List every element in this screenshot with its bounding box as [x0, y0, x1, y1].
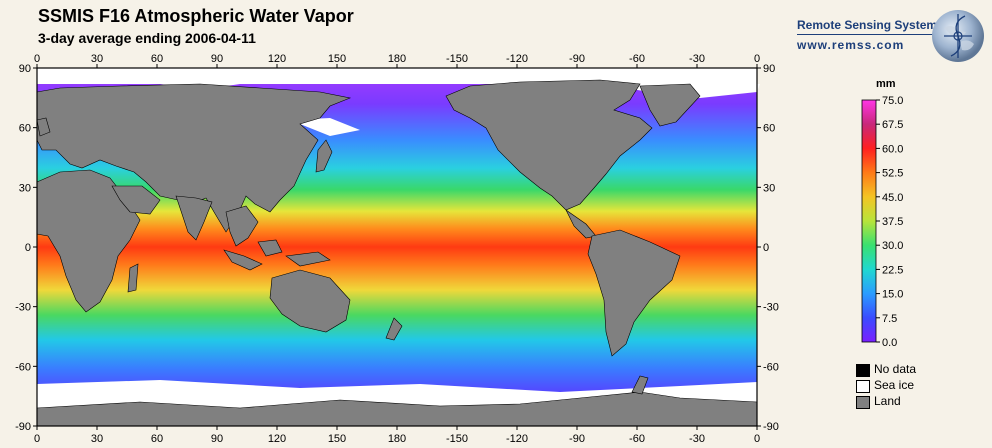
globe-logo-icon — [932, 10, 984, 62]
lon-label-top: 30 — [91, 53, 103, 65]
lon-label-top: -150 — [446, 53, 468, 65]
colorbar-ticks: 75.0 67.5 60.0 52.5 45.0 37.5 30.0 22.5 15.0 7.5 0… — [876, 95, 903, 349]
map-title: SSMIS F16 Atmospheric Water Vapor — [38, 6, 354, 26]
lon-label-bottom: -150 — [446, 433, 468, 445]
lon-label-bottom: -120 — [506, 433, 528, 445]
lon-label-bottom: 30 — [91, 433, 103, 445]
brand-url[interactable]: www.remss.com — [797, 38, 905, 52]
colorbar-tick-label: 37.5 — [882, 216, 903, 228]
land-masses — [36, 79, 758, 427]
lon-label-bottom: 150 — [328, 433, 346, 445]
lon-label-top: 0 — [34, 53, 40, 65]
no-data-swatch — [856, 364, 870, 377]
lat-label-right: 90 — [763, 63, 775, 75]
colorbar-tick-label: 7.5 — [882, 313, 897, 325]
lat-label-right: 0 — [763, 242, 769, 254]
lon-label-top: 60 — [151, 53, 163, 65]
colorbar-tick-label: 45.0 — [882, 192, 903, 204]
lat-label-left: -30 — [15, 302, 31, 314]
colorbar-tick-label: 60.0 — [882, 143, 903, 155]
axis-ticks: 0 0 30 30 60 60 90 90 120 120 150 150 180 180 -150 -150… — [15, 53, 779, 445]
lat-label-right: 60 — [763, 123, 775, 135]
lon-label-bottom: 120 — [268, 433, 286, 445]
lat-label-left: 90 — [19, 63, 31, 75]
legend-label: Land — [874, 394, 901, 408]
lon-label-top: 120 — [268, 53, 286, 65]
colorbar-tick-label: 52.5 — [882, 168, 903, 180]
legend-label: No data — [874, 362, 917, 376]
lon-label-top: 150 — [328, 53, 346, 65]
lon-label-bottom: 60 — [151, 433, 163, 445]
lat-label-left: -60 — [15, 361, 31, 373]
colorbar-tick-label: 30.0 — [882, 240, 903, 252]
colorbar-gradient — [861, 99, 877, 343]
lat-label-right: -60 — [763, 361, 779, 373]
lon-label-bottom: 180 — [388, 433, 406, 445]
lon-label-top: -30 — [689, 53, 705, 65]
colorbar-tick-label: 0.0 — [882, 337, 897, 349]
lat-label-left: 30 — [19, 182, 31, 194]
lat-label-right: 30 — [763, 182, 775, 194]
lon-label-bottom: -60 — [629, 433, 645, 445]
lon-label-top: 180 — [388, 53, 406, 65]
brand-name: Remote Sensing Systems — [797, 18, 944, 32]
sea-ice-swatch — [856, 380, 870, 393]
lon-label-top: 0 — [754, 53, 760, 65]
lat-label-right: -30 — [763, 302, 779, 314]
lat-label-left: -90 — [15, 421, 31, 433]
brand-divider — [797, 34, 949, 35]
lon-label-top: 90 — [211, 53, 223, 65]
lat-label-right: -90 — [763, 421, 779, 433]
land-swatch — [856, 396, 870, 409]
lon-label-bottom: 0 — [754, 433, 760, 445]
lon-label-bottom: 0 — [34, 433, 40, 445]
colorbar-tick-label: 15.0 — [882, 289, 903, 301]
map-subtitle: 3-day average ending 2006-04-11 — [38, 30, 256, 46]
lon-label-top: -90 — [569, 53, 585, 65]
colorbar-tick-label: 67.5 — [882, 119, 903, 131]
lon-label-bottom: -30 — [689, 433, 705, 445]
colorbar-unit: mm — [876, 78, 896, 90]
colorbar-tick-label: 22.5 — [882, 264, 903, 276]
lat-label-left: 60 — [19, 123, 31, 135]
legend-label: Sea ice — [874, 378, 915, 392]
lon-label-bottom: 90 — [211, 433, 223, 445]
lon-label-bottom: -90 — [569, 433, 585, 445]
lon-label-top: -120 — [506, 53, 528, 65]
colorbar-tick-label: 75.0 — [882, 95, 903, 107]
lon-label-top: -60 — [629, 53, 645, 65]
lat-label-left: 0 — [25, 242, 31, 254]
